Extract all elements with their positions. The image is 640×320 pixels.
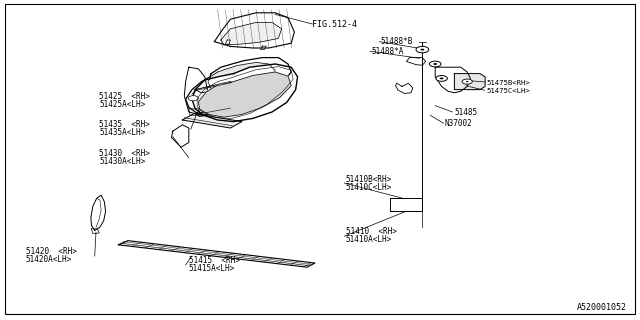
Text: 51420A<LH>: 51420A<LH> <box>26 255 72 264</box>
Text: 51415A<LH>: 51415A<LH> <box>189 264 235 273</box>
Polygon shape <box>92 229 99 234</box>
Polygon shape <box>406 58 426 65</box>
Text: 51410  <RH>: 51410 <RH> <box>346 228 396 236</box>
Polygon shape <box>195 82 237 93</box>
Polygon shape <box>225 40 230 44</box>
Text: 51420  <RH>: 51420 <RH> <box>26 247 76 256</box>
Polygon shape <box>91 195 106 230</box>
Text: 51430  <RH>: 51430 <RH> <box>99 149 150 158</box>
Circle shape <box>420 49 424 51</box>
Text: 51435A<LH>: 51435A<LH> <box>99 128 145 137</box>
Text: 51425  <RH>: 51425 <RH> <box>99 92 150 100</box>
Circle shape <box>188 96 198 101</box>
Text: 51425A<LH>: 51425A<LH> <box>99 100 145 108</box>
Text: 51435  <RH>: 51435 <RH> <box>99 120 150 129</box>
Circle shape <box>466 81 468 82</box>
Text: 51488*B: 51488*B <box>381 37 413 46</box>
Circle shape <box>440 77 444 79</box>
Polygon shape <box>396 83 413 93</box>
Polygon shape <box>172 125 189 147</box>
Polygon shape <box>214 13 294 48</box>
Circle shape <box>429 61 441 67</box>
Polygon shape <box>192 64 298 122</box>
Text: 51488*A: 51488*A <box>371 47 404 56</box>
Polygon shape <box>186 58 291 115</box>
Text: 51485: 51485 <box>454 108 477 116</box>
Polygon shape <box>189 109 200 115</box>
Text: 51410A<LH>: 51410A<LH> <box>346 236 392 244</box>
Text: 51430A<LH>: 51430A<LH> <box>99 157 145 166</box>
Polygon shape <box>184 67 208 114</box>
Polygon shape <box>182 114 242 128</box>
Text: 51475C<LH>: 51475C<LH> <box>486 88 530 94</box>
Polygon shape <box>195 107 234 116</box>
Polygon shape <box>454 74 485 90</box>
Text: A520001052: A520001052 <box>577 303 627 312</box>
Circle shape <box>416 46 429 53</box>
Polygon shape <box>208 62 275 91</box>
Text: N37002: N37002 <box>445 119 472 128</box>
Circle shape <box>462 79 472 84</box>
Text: 51415  <RH>: 51415 <RH> <box>189 256 239 265</box>
Polygon shape <box>198 72 291 117</box>
Text: 51475B<RH>: 51475B<RH> <box>486 80 530 86</box>
Polygon shape <box>118 241 315 267</box>
Text: FIG.512-4: FIG.512-4 <box>312 20 357 28</box>
Polygon shape <box>390 198 422 211</box>
Text: 51410C<LH>: 51410C<LH> <box>346 183 392 192</box>
Circle shape <box>433 63 437 65</box>
Text: 51410B<RH>: 51410B<RH> <box>346 175 392 184</box>
Polygon shape <box>435 67 470 93</box>
Polygon shape <box>221 22 282 45</box>
Polygon shape <box>260 46 266 50</box>
Circle shape <box>436 76 447 81</box>
